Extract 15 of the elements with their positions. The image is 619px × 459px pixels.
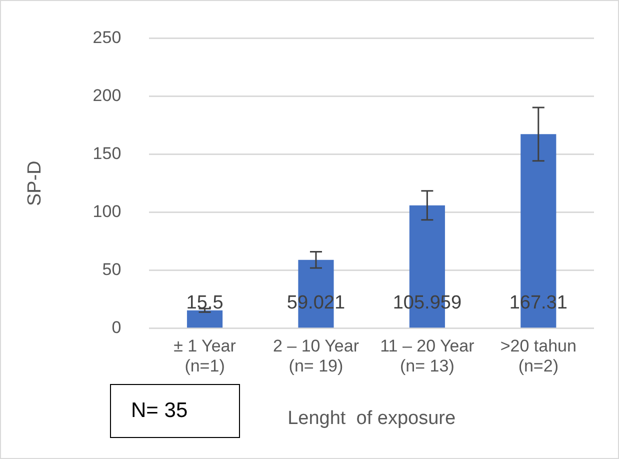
- x-tick-label: ± 1 Year (n=1): [174, 336, 236, 376]
- x-tick-label: 2 – 10 Year (n= 19): [272, 336, 360, 376]
- y-tick-label: 100: [92, 202, 122, 222]
- x-axis-title: Lenght of exposure: [288, 408, 456, 429]
- y-tick-label: 0: [112, 318, 122, 338]
- y-tick-label: 50: [102, 260, 122, 280]
- data-label: 15.5: [186, 292, 224, 314]
- y-tick-label: 250: [92, 28, 122, 47]
- x-tick-label: >20 tahun (n=2): [500, 336, 576, 376]
- y-axis-title: SP-D: [24, 160, 46, 206]
- y-tick-label: 150: [92, 144, 122, 163]
- bar: [186, 310, 223, 328]
- x-tick-label: 11 – 20 Year (n= 13): [380, 336, 475, 376]
- y-tick-label: 200: [92, 86, 122, 105]
- text: N= 35: [110, 384, 240, 438]
